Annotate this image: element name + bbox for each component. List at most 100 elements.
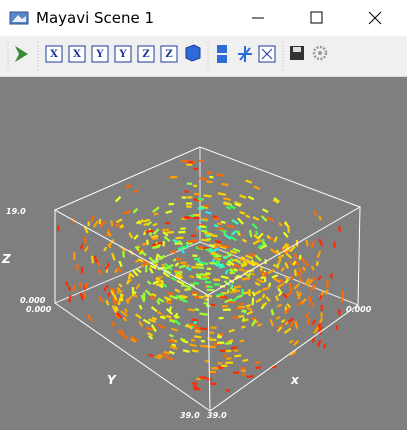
vector-glyph: [137, 248, 145, 253]
vector-glyph: [322, 343, 327, 349]
vector-glyph: [150, 234, 159, 239]
vector-glyph: [111, 297, 117, 305]
vector-glyph: [218, 265, 225, 269]
vector-glyph: [90, 255, 94, 264]
vector-glyph: [231, 296, 239, 303]
vector-glyph: [261, 302, 268, 307]
vector-glyph: [165, 308, 173, 315]
vector-glyph: [271, 274, 279, 279]
vector-glyph: [252, 261, 260, 267]
vector-glyph: [318, 325, 323, 332]
vector-glyph: [177, 245, 186, 251]
vector-glyph: [231, 219, 239, 225]
view-button[interactable]: Z: [137, 45, 155, 63]
vector-glyph: [140, 250, 147, 257]
vector-glyph: [300, 298, 307, 305]
vector-glyph: [187, 308, 195, 312]
vector-glyph: [205, 210, 212, 215]
close-button[interactable]: [368, 11, 382, 25]
iso-view-button[interactable]: [185, 44, 201, 62]
view-button[interactable]: Y: [91, 45, 109, 63]
vector-glyph: [98, 296, 104, 303]
vector-glyph: [127, 272, 132, 280]
vector-glyph: [196, 273, 202, 277]
vector-glyph: [167, 291, 174, 296]
vector-glyph: [196, 225, 202, 232]
vector-glyph: [246, 374, 255, 379]
vector-glyph: [192, 326, 200, 330]
view-button[interactable]: X: [45, 45, 63, 63]
vector-glyph: [236, 230, 241, 236]
vector-glyph: [195, 263, 204, 267]
vector-glyph: [289, 350, 297, 357]
vector-glyph: [199, 224, 206, 228]
outline-box: [53, 146, 362, 412]
vector-glyph: [174, 288, 181, 293]
vector-glyph: [114, 313, 120, 319]
vector-glyph: [160, 353, 167, 357]
vector-glyph: [193, 387, 201, 391]
y-axis-label: Y: [107, 373, 117, 387]
scene-view[interactable]: 19.0 0.000 0.000 39.0 39.0 0.000 Z Y x: [0, 77, 407, 430]
vector-glyph: [191, 349, 199, 353]
vector-glyph: [113, 294, 118, 301]
vector-glyph: [325, 279, 329, 288]
vector-glyph: [151, 316, 158, 321]
x-tick-label: 0.000: [346, 305, 372, 314]
view-button[interactable]: Y: [114, 45, 132, 63]
vector-glyph: [281, 292, 288, 299]
axes-button[interactable]: [238, 46, 252, 62]
vector-glyph: [122, 250, 125, 258]
vector-glyph: [233, 268, 239, 272]
view-button-frame: [68, 45, 86, 63]
vector-glyph: [256, 278, 265, 284]
pipeline-button[interactable]: [15, 46, 28, 62]
vector-glyph: [193, 257, 201, 261]
vector-glyph: [219, 245, 227, 250]
vector-glyph: [126, 279, 130, 285]
vector-glyph: [246, 310, 254, 316]
vector-glyph: [148, 318, 157, 324]
vector-glyph: [234, 200, 243, 206]
vector-glyph: [251, 318, 257, 327]
vector-glyph: [157, 323, 166, 329]
view-button-label: X: [73, 49, 81, 60]
vector-glyph: [99, 220, 107, 228]
vector-glyph: [144, 289, 153, 297]
vector-glyph: [209, 233, 218, 238]
view-button[interactable]: Z: [160, 45, 178, 63]
save-button[interactable]: [290, 46, 304, 60]
vector-glyph: [152, 228, 160, 236]
vector-glyph: [203, 301, 209, 305]
vector-glyph: [257, 232, 264, 240]
vector-glyph: [175, 236, 184, 240]
z-tick-label: 19.0: [6, 207, 26, 216]
view-button[interactable]: X: [68, 45, 86, 63]
fullscreen-button[interactable]: [258, 45, 276, 63]
vector-glyph: [290, 275, 294, 280]
vector-glyph: [288, 339, 294, 344]
parallel-projection-button[interactable]: [217, 45, 227, 63]
vector-glyph: [319, 330, 322, 335]
vector-glyph: [279, 278, 285, 284]
maximize-button[interactable]: [310, 11, 323, 24]
vector-glyph: [115, 311, 123, 319]
vector-glyph: [201, 229, 208, 233]
vector-glyph: [162, 240, 166, 247]
vector-glyph: [197, 197, 204, 201]
vector-glyph: [221, 182, 229, 187]
vector-glyph: [226, 251, 232, 257]
vector-glyph: [209, 175, 214, 179]
vector-glyph: [152, 206, 160, 213]
vector-glyph: [168, 333, 174, 338]
vector-glyph: [221, 244, 230, 248]
vector-glyph: [223, 202, 230, 206]
vector-glyph: [293, 252, 299, 260]
vector-glyph: [338, 226, 341, 232]
vector-glyph: [231, 258, 239, 262]
z-axis-label: Z: [1, 252, 11, 266]
settings-button[interactable]: [312, 45, 328, 61]
vector-glyph: [252, 216, 260, 222]
view-button-frame: [114, 45, 132, 63]
